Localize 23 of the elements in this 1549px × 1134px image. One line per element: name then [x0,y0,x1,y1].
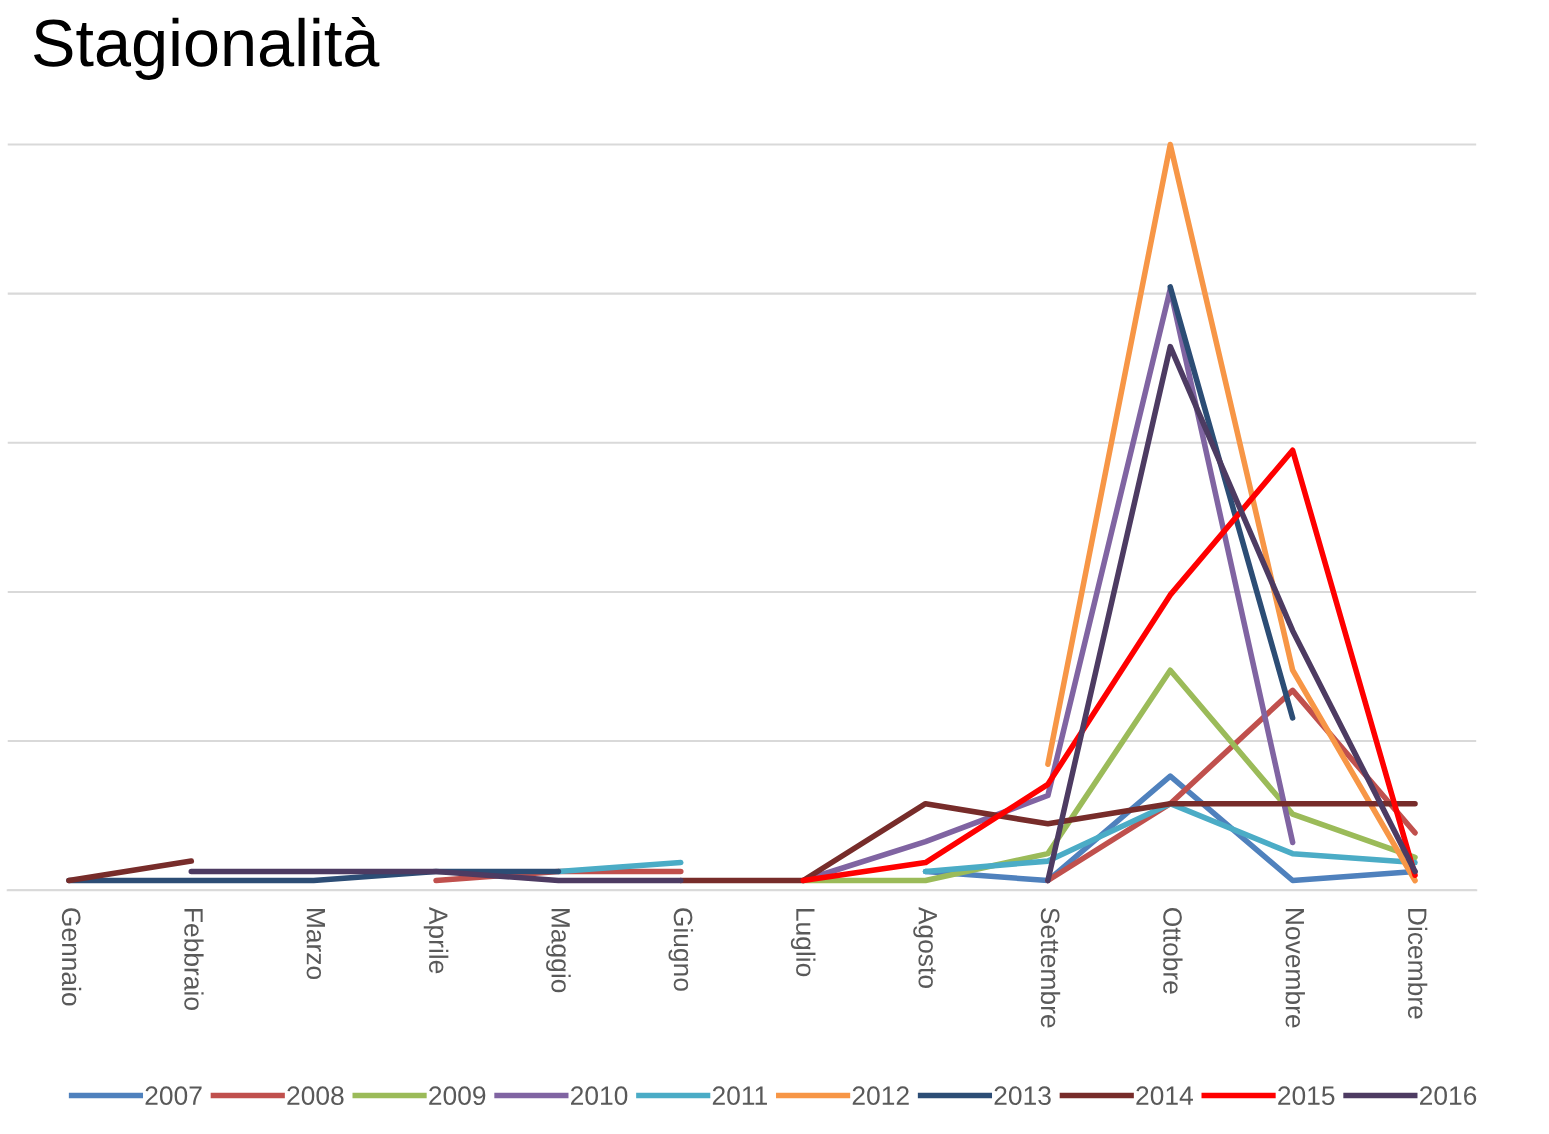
x-tick-label: Luglio [790,909,816,977]
legend-label: 2014 [1136,1086,1193,1106]
x-tick-label: Settembre [1040,908,1061,1028]
x-tick-label: Febbraio [184,909,204,1010]
x-tick-label: Marzo [306,909,325,980]
x-tick-label: Dicembre [1407,909,1428,1019]
legend-label: 2012 [852,1086,909,1106]
legend-label: 2009 [429,1086,486,1106]
x-tick-label: Maggio [546,909,571,993]
chart-title: Stagionalità [34,17,380,80]
legend-label: 2007 [145,1086,202,1106]
legend-label: 2016 [1420,1086,1477,1106]
legend-label: 2011 [712,1086,767,1106]
legend-label: 2015 [1278,1086,1335,1106]
x-tick-label: Agosto [913,906,937,988]
legend-label: 2010 [571,1086,628,1106]
legend-label: 2008 [287,1086,344,1106]
x-tick-label: Gennaio [61,908,82,1006]
x-tick-label: Aprile [423,906,449,974]
x-tick-label: Giugno [668,908,694,991]
x-tick-label: Novembre [1285,909,1305,1028]
x-tick-label: Ottobre [1163,908,1183,994]
legend-label: 2013 [994,1086,1051,1106]
